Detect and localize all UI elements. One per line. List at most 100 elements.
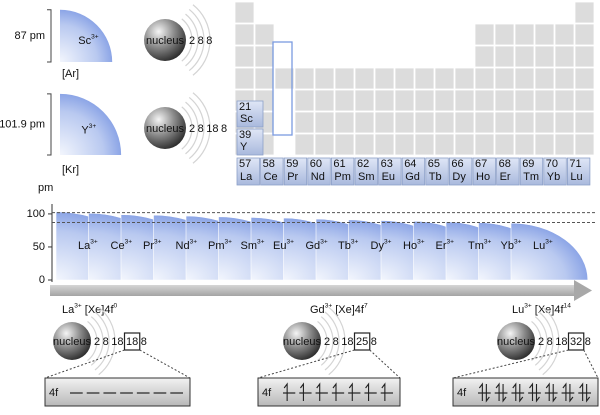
element-cell — [378, 157, 402, 186]
element-symbol: Ce — [264, 171, 278, 183]
element-symbol: Lu — [570, 171, 582, 183]
shell-count: 18 — [206, 123, 218, 135]
table-cell — [554, 111, 575, 134]
ion-symbol: Sm — [241, 240, 258, 252]
table-cell — [474, 133, 495, 156]
highlight-box — [567, 332, 585, 351]
element-cell — [425, 157, 449, 186]
electron-up — [478, 382, 483, 401]
table-cell — [354, 89, 375, 112]
atomic-number: 64 — [404, 158, 416, 170]
electron-config: [Xe]4f — [335, 304, 365, 316]
table-cell — [294, 67, 315, 90]
shell-count: 25 — [356, 336, 368, 348]
ion-label: Nd3+ — [176, 238, 198, 252]
ion-label: Sc3+ — [78, 33, 99, 47]
ion-label: La3+ [Xe]4f0 — [62, 302, 118, 316]
radius-unit: pm — [30, 30, 45, 42]
ion-symbol: Dy — [371, 240, 385, 252]
table-cell — [574, 45, 595, 68]
shell-count: 2 — [189, 35, 195, 47]
atomic-number: 58 — [263, 158, 275, 170]
ion-symbol: Y — [81, 124, 89, 136]
element-cell — [496, 157, 520, 186]
table-cell — [514, 45, 535, 68]
atomic-number: 71 — [569, 158, 581, 170]
ion-label: Ce3+ — [111, 238, 133, 252]
element-cell — [283, 157, 308, 186]
electron-up — [381, 382, 386, 401]
ion-charge: 3+ — [154, 238, 162, 245]
table-cell — [314, 67, 335, 90]
table-cell — [394, 67, 415, 90]
electron-up — [545, 382, 550, 401]
ion-label: Yb3+ — [501, 238, 522, 252]
ion-charge: 3+ — [514, 238, 522, 245]
element-cell — [236, 157, 260, 186]
orbital-box — [44, 377, 191, 407]
ion-symbol: Pr — [143, 240, 154, 252]
element-symbol: Sm — [358, 171, 375, 183]
table-cell — [554, 23, 575, 46]
ion-charge: 3+ — [417, 238, 425, 245]
table-cell — [274, 67, 295, 90]
nucleus-label: nucleus — [146, 123, 184, 135]
table-cell — [334, 89, 355, 112]
shell-arc — [542, 306, 560, 376]
ion-symbol: Eu — [273, 240, 286, 252]
ion-symbol: Tb — [338, 240, 351, 252]
element-cell — [448, 157, 473, 186]
atomic-number: 68 — [499, 158, 511, 170]
table-cell — [534, 23, 555, 46]
table-cell — [454, 89, 475, 112]
element-symbol: Er — [500, 171, 511, 183]
ion-charge: 3+ — [447, 238, 455, 245]
nucleus-sphere — [497, 322, 535, 360]
shell-count: 8 — [198, 35, 204, 47]
shell-arc — [320, 316, 334, 366]
atomic-number: 62 — [357, 158, 369, 170]
shell-count: 18 — [111, 336, 123, 348]
table-cell — [414, 111, 435, 134]
ion-charge: 3+ — [484, 238, 492, 245]
ion-symbol: Er — [436, 240, 447, 252]
shell-arc — [181, 18, 193, 62]
ion-charge: 3+ — [74, 302, 82, 309]
atomic-number: 21 — [239, 101, 251, 113]
ion-label: Pm3+ — [208, 238, 232, 252]
atomic-number: 69 — [522, 158, 534, 170]
ion-symbol: Ho — [403, 240, 417, 252]
atomic-number: 65 — [428, 158, 440, 170]
ion-charge: 3+ — [90, 238, 98, 245]
electron-down — [485, 384, 490, 403]
element-symbol: Gd — [405, 171, 420, 183]
electron-up — [348, 382, 353, 401]
zoom-line — [583, 349, 599, 379]
atomic-number: 57 — [239, 158, 251, 170]
highlight-box — [353, 332, 371, 351]
ion-label: Pr3+ — [143, 238, 162, 252]
table-cell — [354, 111, 375, 134]
atomic-number: 59 — [286, 158, 298, 170]
shell-count: 8 — [547, 336, 553, 348]
electron-config: [Xe]4f — [535, 304, 565, 316]
zoom-line — [257, 349, 355, 379]
shell-arc — [181, 106, 193, 150]
shell-count: 2 — [94, 336, 100, 348]
config-exponent: 7 — [364, 302, 368, 309]
ion-symbol: La — [78, 240, 91, 252]
nucleus-sphere — [144, 107, 186, 149]
ion-label: Sm3+ — [241, 238, 265, 252]
table-cell — [234, 67, 255, 90]
table-cell — [254, 23, 275, 46]
electron-up — [512, 382, 517, 401]
table-cell — [574, 1, 595, 24]
table-cell — [434, 111, 455, 134]
table-cell — [454, 133, 475, 156]
nucleus-sphere — [53, 322, 91, 360]
trend-arrow-shaft — [50, 285, 574, 296]
electron-up — [299, 382, 304, 401]
table-cell — [314, 111, 335, 134]
table-cell — [234, 23, 255, 46]
